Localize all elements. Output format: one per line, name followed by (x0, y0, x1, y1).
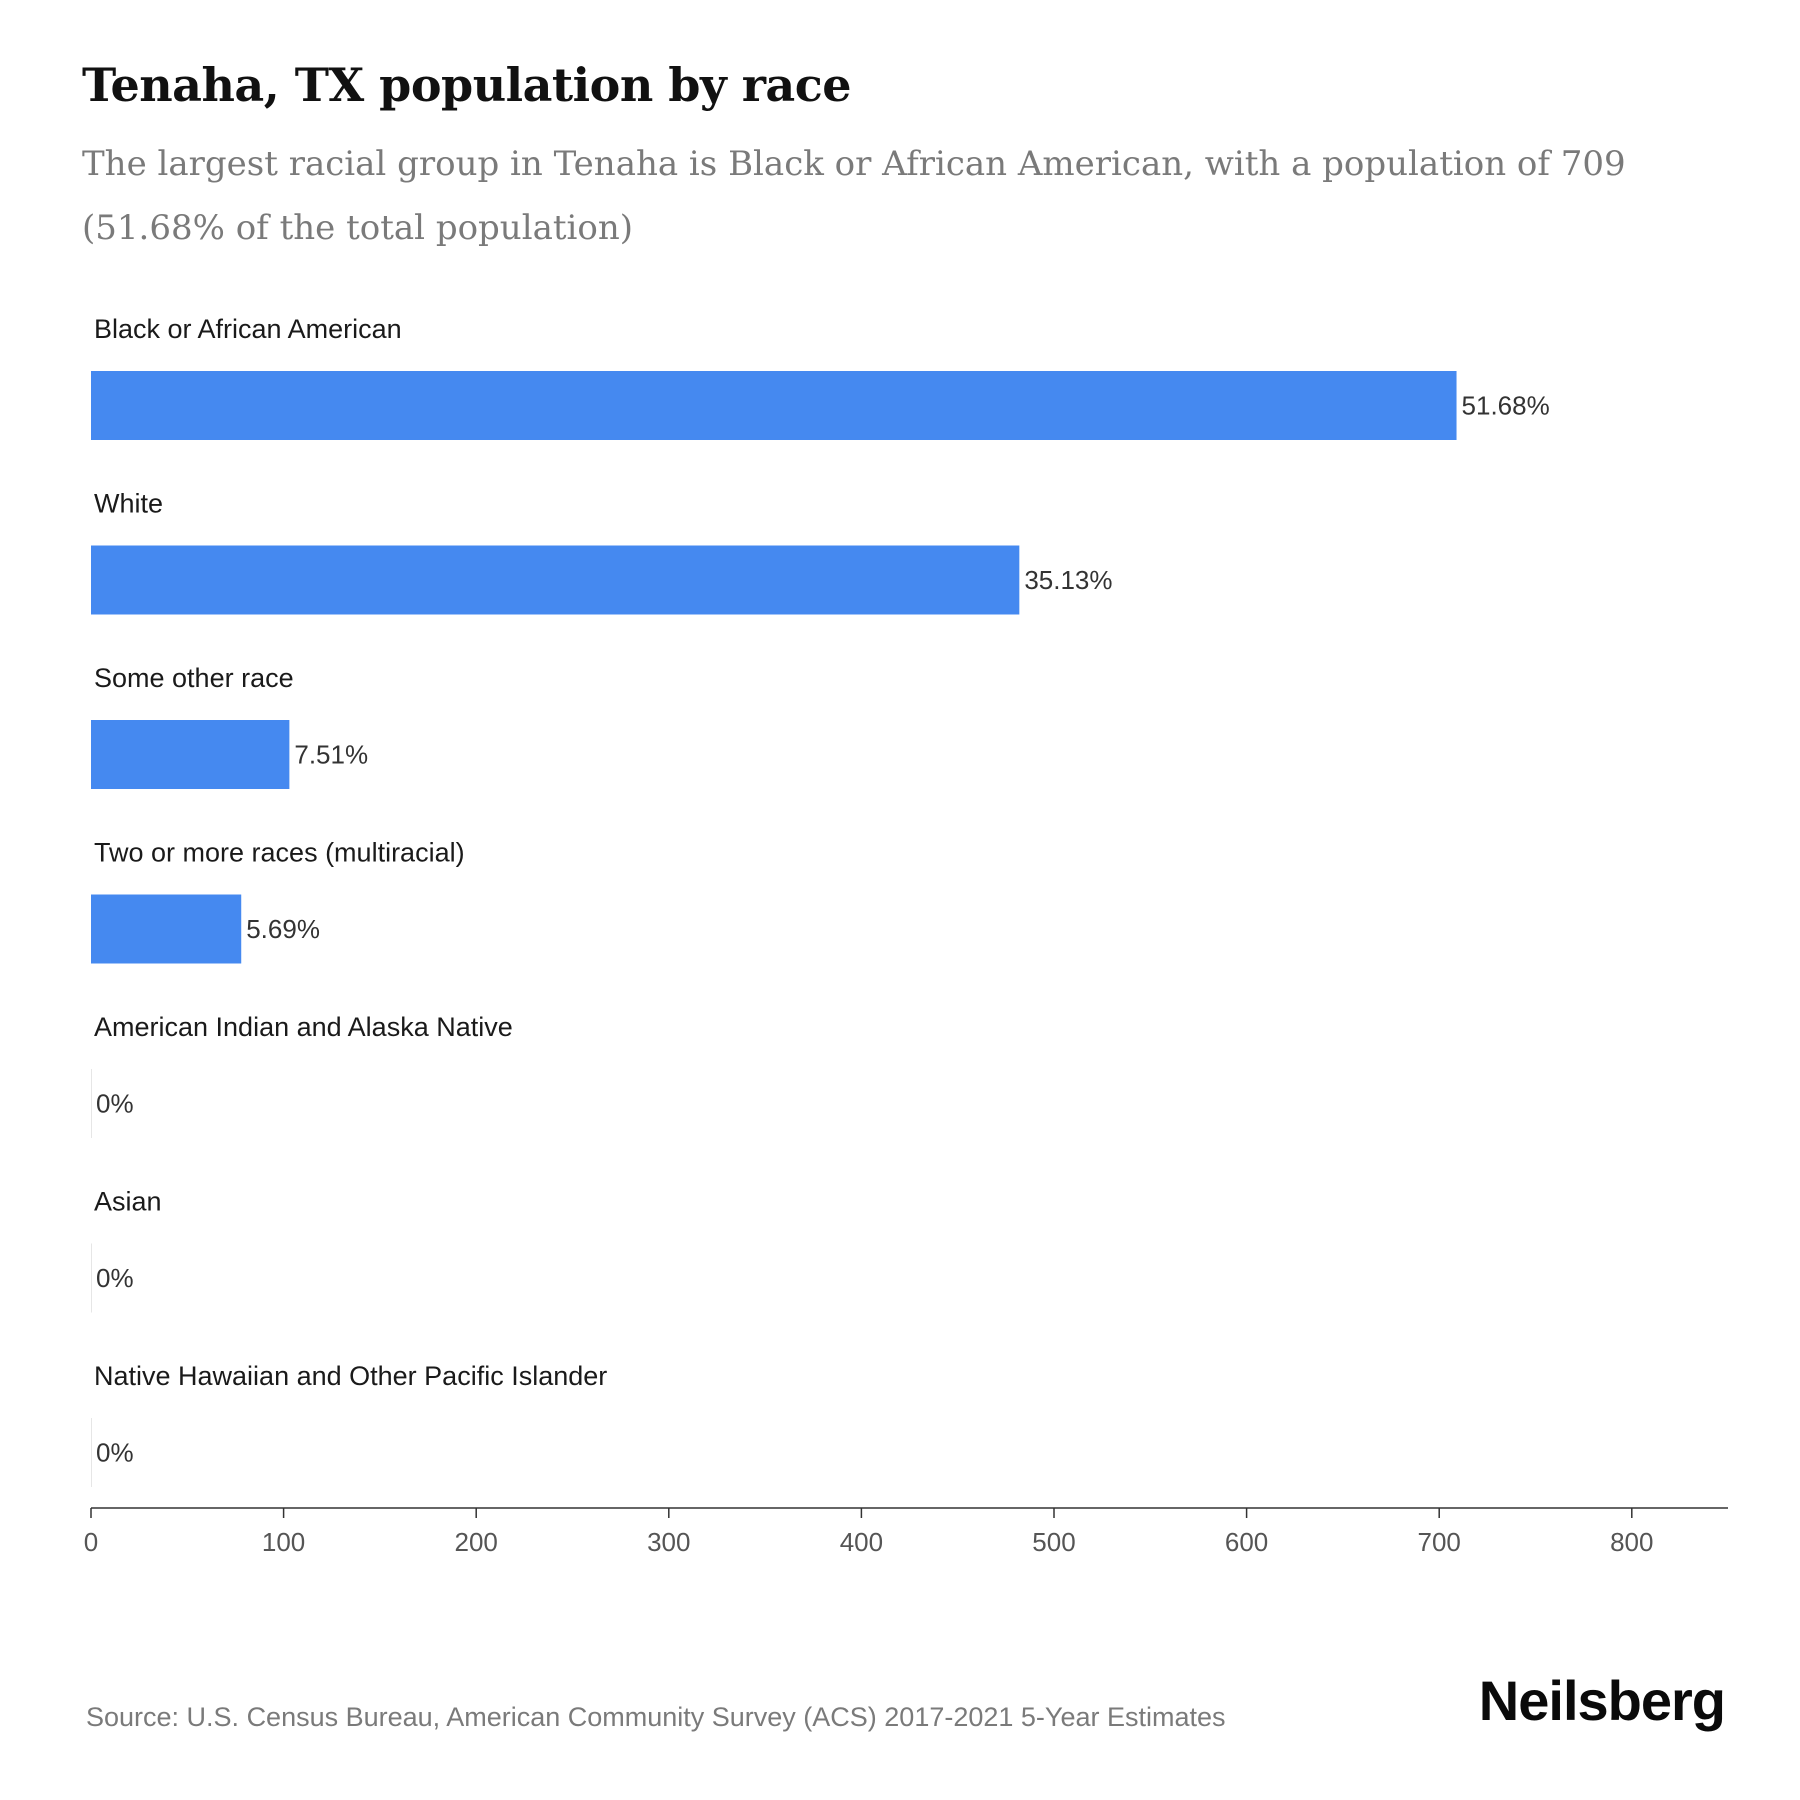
brand-logo: Neilsberg (1478, 1669, 1726, 1732)
bar (91, 720, 290, 789)
category-label: White (94, 489, 163, 519)
chart-subtitle: The largest racial group in Tenaha is Bl… (82, 144, 1626, 248)
x-tick-label: 100 (262, 1527, 305, 1557)
x-tick-label: 700 (1418, 1527, 1461, 1557)
x-tick-label: 500 (1032, 1527, 1075, 1557)
category-label: American Indian and Alaska Native (94, 1012, 513, 1042)
source-note: Source: U.S. Census Bureau, American Com… (86, 1702, 1226, 1732)
category-label: Two or more races (multiracial) (94, 838, 465, 868)
bar (91, 894, 242, 964)
x-tick-label: 0 (84, 1527, 98, 1557)
category-label: Black or African American (94, 314, 402, 344)
value-label: 0% (96, 1089, 134, 1119)
x-tick-label: 300 (647, 1527, 690, 1557)
bar-chart: Black or African American 51.68% White 35.1… (84, 314, 1728, 1557)
value-label: 0% (96, 1263, 134, 1293)
x-tick-label: 200 (455, 1527, 498, 1557)
category-label: Some other race (94, 663, 294, 693)
value-label: 0% (96, 1438, 134, 1468)
category-label: Asian (94, 1187, 162, 1217)
value-label: 51.68% (1462, 391, 1550, 421)
x-tick-label: 400 (840, 1527, 883, 1557)
bar (91, 545, 1020, 615)
x-tick-label: 600 (1225, 1527, 1268, 1557)
bar (91, 371, 1457, 440)
value-label: 35.13% (1024, 565, 1112, 595)
x-tick-label: 800 (1610, 1527, 1653, 1557)
chart-title: Tenaha, TX population by race (82, 58, 852, 112)
value-label: 5.69% (246, 914, 320, 944)
value-label: 7.51% (294, 740, 368, 770)
category-label: Native Hawaiian and Other Pacific Island… (94, 1361, 607, 1391)
